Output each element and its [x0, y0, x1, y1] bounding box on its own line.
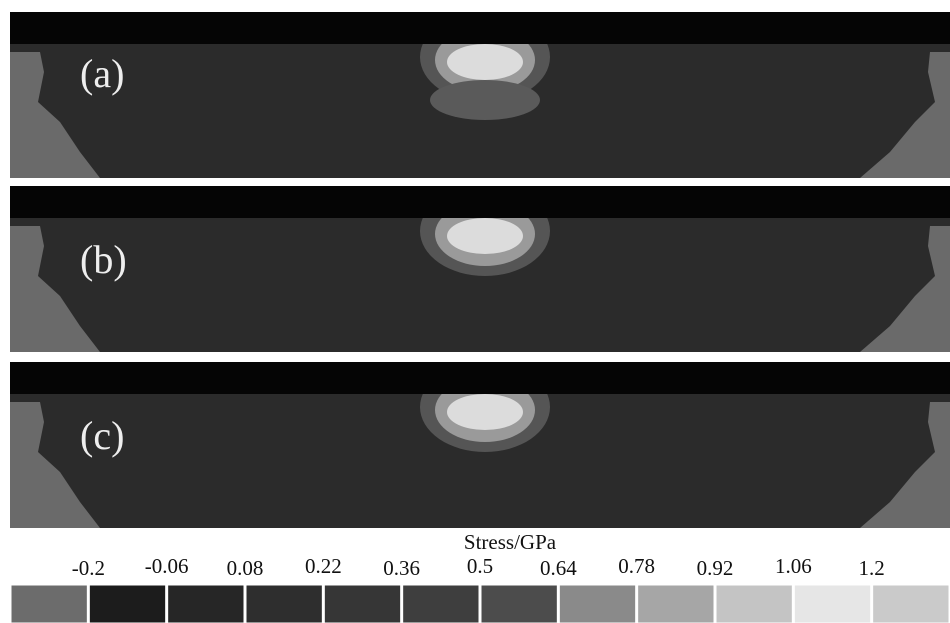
panel-label: (b)	[80, 237, 127, 282]
colorbar-swatch	[558, 584, 637, 623]
colorbar-swatch	[637, 584, 715, 623]
colorbar-tick-label: -0.06	[145, 554, 189, 578]
colorbar-swatch	[323, 584, 402, 623]
colorbar-tick-label: 1.2	[859, 556, 885, 580]
colorbar-title: Stress/GPa	[464, 530, 557, 554]
colorbar-tick-label: 0.36	[383, 556, 420, 580]
colorbar-swatch	[793, 584, 872, 623]
panel-c: (c)	[10, 362, 950, 528]
colorbar-tick-label: 0.5	[467, 554, 493, 578]
panel-label: (c)	[80, 413, 124, 458]
colorbar-tick-label: 0.08	[227, 556, 264, 580]
panel-b: (b)	[10, 186, 950, 352]
colorbar-tick-label: -0.2	[72, 556, 105, 580]
colorbar-swatch	[10, 584, 88, 623]
panel-label: (a)	[80, 51, 124, 96]
colorbar-swatch	[402, 584, 480, 623]
colorbar-swatch	[245, 584, 323, 623]
colorbar: -0.2 -0.06 0.08 0.22 0.36 0.5 0.64 0.78 0.92 1.06…	[10, 554, 950, 623]
colorbar-tick-label: 0.78	[618, 554, 655, 578]
colorbar-tick-label: 0.22	[305, 554, 342, 578]
panel-a: (a)	[10, 12, 950, 178]
colorbar-swatch	[480, 584, 558, 623]
colorbar-swatch	[715, 584, 793, 623]
colorbar-swatch	[167, 584, 245, 623]
colorbar-tick-label: 0.92	[697, 556, 734, 580]
colorbar-swatch	[872, 584, 950, 623]
colorbar-tick-label: 0.64	[540, 556, 577, 580]
colorbar-tick-label: 1.06	[775, 554, 812, 578]
colorbar-swatch	[88, 584, 167, 623]
